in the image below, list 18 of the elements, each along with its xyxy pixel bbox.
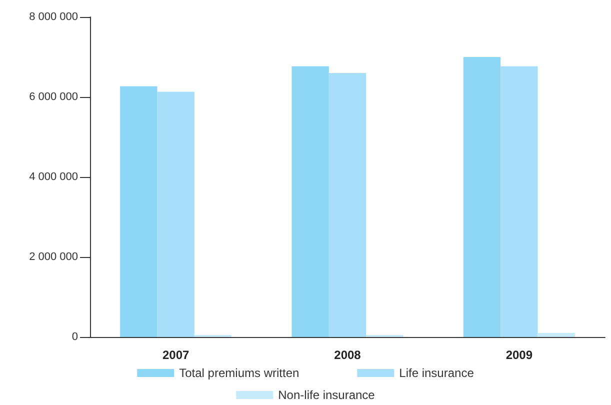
y-tick-label: 0 bbox=[72, 331, 78, 343]
y-tick-label: 2 000 000 bbox=[29, 251, 78, 263]
legend-label: Total premiums written bbox=[179, 366, 300, 380]
bar bbox=[538, 333, 575, 337]
bar bbox=[292, 66, 329, 337]
bar bbox=[120, 86, 158, 337]
legend-label: Life insurance bbox=[399, 366, 474, 380]
bar bbox=[328, 73, 366, 337]
y-tick-label: 6 000 000 bbox=[29, 91, 78, 103]
x-tick-label: 2007 bbox=[162, 348, 190, 362]
legend-label: Non-life insurance bbox=[278, 388, 376, 402]
bar bbox=[463, 57, 501, 337]
x-tick-label: 2008 bbox=[334, 348, 362, 362]
bar bbox=[500, 66, 538, 337]
y-tick-label: 4 000 000 bbox=[29, 171, 78, 183]
x-tick-label: 2009 bbox=[506, 348, 533, 362]
y-tick-label: 8 000 000 bbox=[29, 11, 78, 23]
bar bbox=[157, 92, 194, 337]
